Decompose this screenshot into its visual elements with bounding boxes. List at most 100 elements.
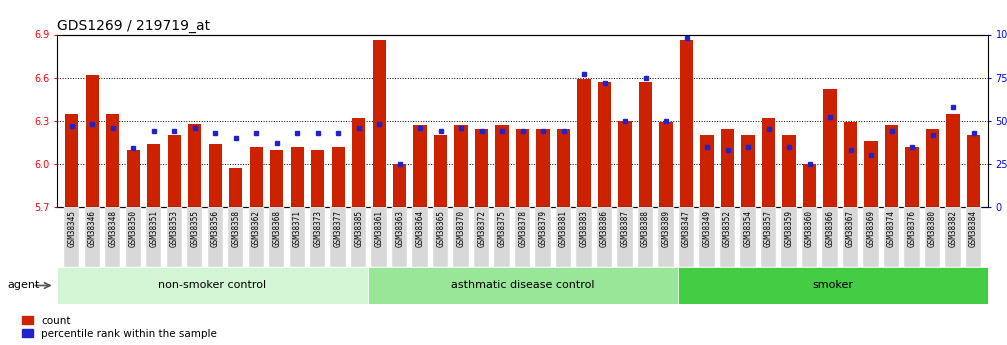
- Text: GSM38372: GSM38372: [477, 210, 486, 247]
- Text: GSM38352: GSM38352: [723, 210, 732, 247]
- Text: GSM38355: GSM38355: [190, 210, 199, 247]
- FancyBboxPatch shape: [433, 207, 448, 267]
- FancyBboxPatch shape: [679, 207, 694, 267]
- Text: GSM38376: GSM38376: [907, 210, 916, 247]
- Text: GDS1269 / 219719_at: GDS1269 / 219719_at: [57, 19, 210, 33]
- Bar: [864, 141, 878, 207]
- FancyBboxPatch shape: [802, 207, 818, 267]
- FancyBboxPatch shape: [269, 207, 284, 267]
- Bar: [352, 118, 366, 207]
- Bar: [86, 75, 99, 207]
- Bar: [127, 149, 140, 207]
- FancyBboxPatch shape: [720, 207, 735, 267]
- Text: GSM38359: GSM38359: [784, 210, 794, 247]
- Bar: [618, 121, 631, 207]
- Text: GSM38347: GSM38347: [682, 210, 691, 247]
- Text: GSM38349: GSM38349: [703, 210, 712, 247]
- FancyBboxPatch shape: [946, 207, 961, 267]
- Bar: [65, 114, 79, 207]
- FancyBboxPatch shape: [597, 207, 612, 267]
- Text: GSM38365: GSM38365: [436, 210, 445, 247]
- Text: GSM38371: GSM38371: [293, 210, 302, 247]
- FancyBboxPatch shape: [904, 207, 919, 267]
- Text: GSM38388: GSM38388: [641, 210, 651, 247]
- FancyBboxPatch shape: [249, 207, 264, 267]
- Text: asthmatic disease control: asthmatic disease control: [451, 280, 594, 290]
- Text: GSM38369: GSM38369: [867, 210, 875, 247]
- Text: GSM38362: GSM38362: [252, 210, 261, 247]
- Text: GSM38389: GSM38389: [662, 210, 671, 247]
- Bar: [803, 164, 817, 207]
- Text: GSM38354: GSM38354: [743, 210, 752, 247]
- FancyBboxPatch shape: [700, 207, 715, 267]
- Bar: [660, 122, 673, 207]
- Bar: [373, 40, 386, 207]
- FancyBboxPatch shape: [823, 207, 838, 267]
- FancyBboxPatch shape: [556, 207, 571, 267]
- FancyBboxPatch shape: [966, 207, 981, 267]
- Text: GSM38386: GSM38386: [600, 210, 609, 247]
- FancyBboxPatch shape: [617, 207, 632, 267]
- Bar: [291, 147, 304, 207]
- Bar: [741, 135, 754, 207]
- Bar: [414, 125, 427, 207]
- Text: GSM38379: GSM38379: [539, 210, 548, 247]
- Text: GSM38366: GSM38366: [826, 210, 835, 247]
- Bar: [188, 124, 201, 207]
- Text: smoker: smoker: [813, 280, 853, 290]
- Text: GSM38364: GSM38364: [416, 210, 425, 247]
- Bar: [762, 118, 775, 207]
- Bar: [680, 40, 693, 207]
- Text: GSM38353: GSM38353: [170, 210, 178, 247]
- Bar: [495, 125, 509, 207]
- Text: GSM38350: GSM38350: [129, 210, 138, 247]
- FancyBboxPatch shape: [392, 207, 408, 267]
- FancyBboxPatch shape: [678, 267, 988, 304]
- FancyBboxPatch shape: [924, 207, 941, 267]
- Bar: [208, 144, 222, 207]
- Bar: [967, 135, 980, 207]
- Bar: [947, 114, 960, 207]
- FancyBboxPatch shape: [781, 207, 797, 267]
- Bar: [434, 135, 447, 207]
- Bar: [537, 129, 550, 207]
- Bar: [905, 147, 918, 207]
- Text: GSM38348: GSM38348: [108, 210, 117, 247]
- FancyBboxPatch shape: [126, 207, 141, 267]
- FancyBboxPatch shape: [207, 207, 223, 267]
- FancyBboxPatch shape: [187, 207, 202, 267]
- Bar: [106, 114, 120, 207]
- Text: GSM38383: GSM38383: [580, 210, 589, 247]
- Legend: count, percentile rank within the sample: count, percentile rank within the sample: [22, 316, 217, 339]
- Bar: [250, 147, 263, 207]
- Text: GSM38374: GSM38374: [887, 210, 896, 247]
- FancyBboxPatch shape: [85, 207, 100, 267]
- FancyBboxPatch shape: [166, 207, 182, 267]
- Bar: [782, 135, 796, 207]
- Text: GSM38370: GSM38370: [456, 210, 465, 247]
- Bar: [557, 129, 570, 207]
- Bar: [311, 149, 324, 207]
- Text: GSM38381: GSM38381: [559, 210, 568, 247]
- FancyBboxPatch shape: [740, 207, 756, 267]
- Bar: [824, 89, 837, 207]
- Bar: [701, 135, 714, 207]
- FancyBboxPatch shape: [413, 207, 428, 267]
- FancyBboxPatch shape: [372, 207, 387, 267]
- Bar: [393, 164, 406, 207]
- FancyBboxPatch shape: [57, 267, 368, 304]
- FancyBboxPatch shape: [494, 207, 510, 267]
- FancyBboxPatch shape: [536, 207, 551, 267]
- FancyBboxPatch shape: [453, 207, 469, 267]
- Text: GSM38360: GSM38360: [805, 210, 814, 247]
- Bar: [577, 79, 591, 207]
- Bar: [331, 147, 344, 207]
- FancyBboxPatch shape: [146, 207, 161, 267]
- Text: GSM38384: GSM38384: [969, 210, 978, 247]
- FancyBboxPatch shape: [64, 207, 80, 267]
- Bar: [844, 122, 857, 207]
- FancyBboxPatch shape: [351, 207, 367, 267]
- Text: GSM38363: GSM38363: [395, 210, 404, 247]
- Bar: [147, 144, 160, 207]
- Bar: [721, 129, 734, 207]
